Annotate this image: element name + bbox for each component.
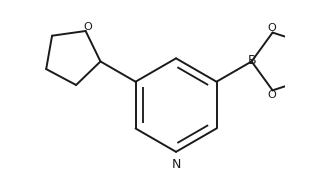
Text: O: O <box>268 90 276 100</box>
Text: O: O <box>83 22 92 32</box>
Text: O: O <box>268 23 276 33</box>
Text: B: B <box>247 54 256 67</box>
Text: N: N <box>171 158 181 171</box>
